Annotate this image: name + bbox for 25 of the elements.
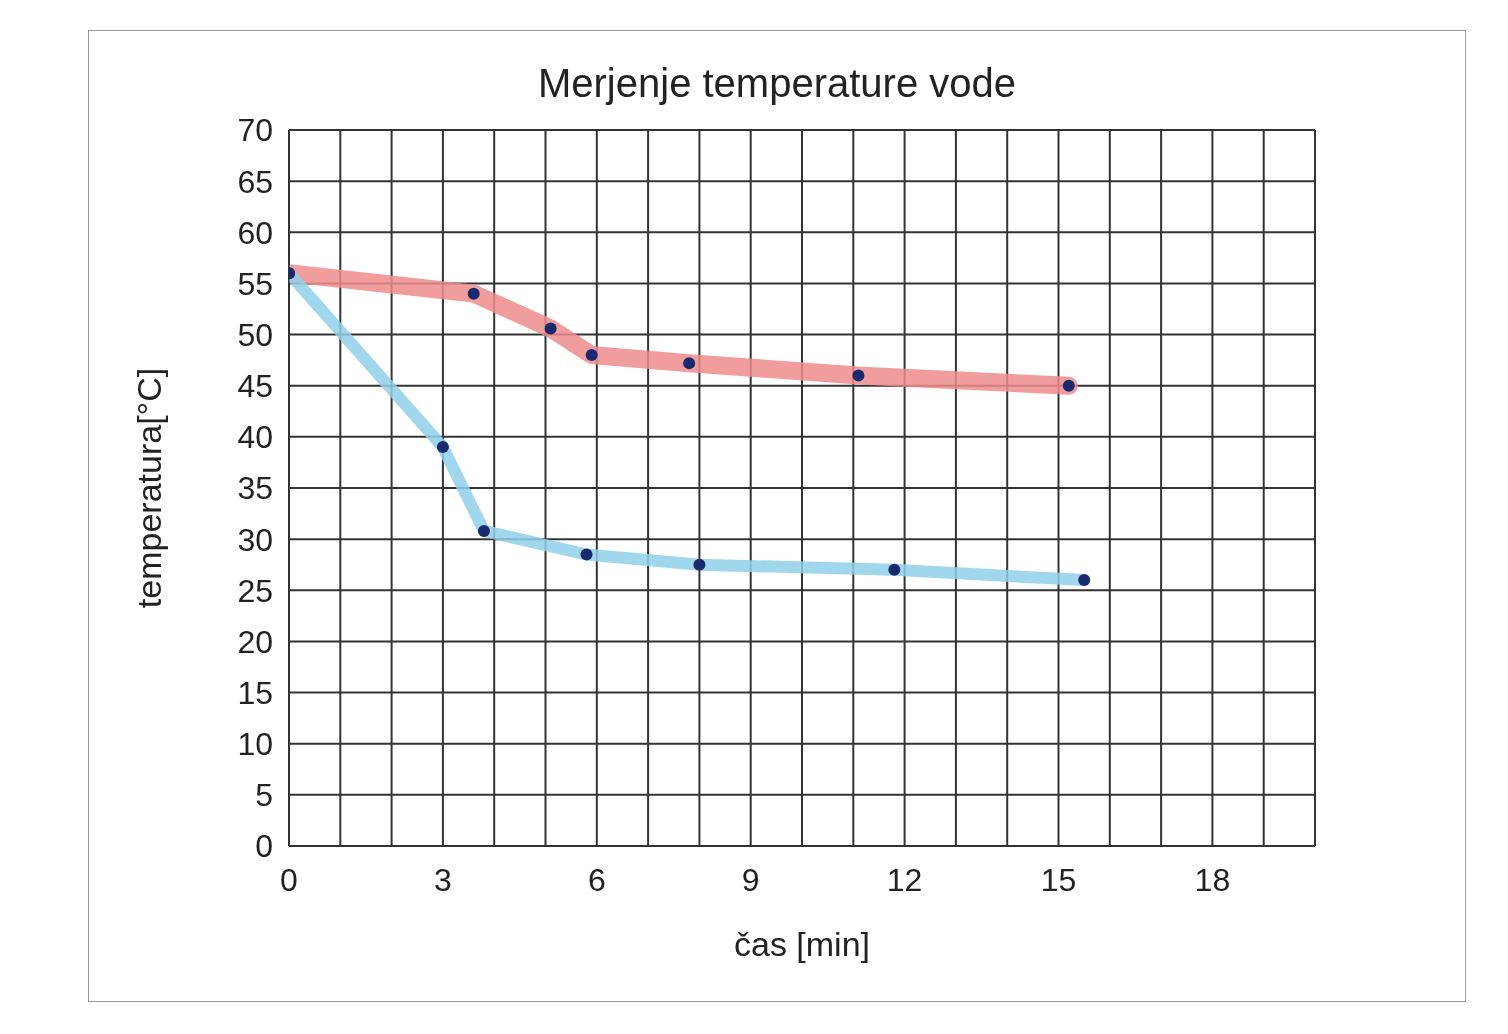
x-tick-label: 9	[741, 861, 760, 898]
y-tick-label: 65	[237, 163, 273, 200]
x-tick-label: 6	[587, 861, 606, 898]
y-tick-label: 45	[237, 368, 273, 405]
x-tick-label: 12	[886, 861, 923, 898]
x-axis-title: čas [min]	[733, 925, 871, 963]
y-axis-title: temperatura[°C]	[130, 367, 169, 609]
y-tick-label: 30	[237, 521, 273, 558]
y-tick-label: 15	[237, 674, 273, 711]
x-tick-label: 15	[1040, 861, 1077, 898]
x-tick-label: 3	[434, 861, 452, 898]
y-tick-label: 20	[237, 623, 273, 660]
x-tick-label: 18	[1194, 861, 1231, 898]
x-tick-label: 0	[280, 861, 298, 898]
y-tick-label: 10	[237, 726, 273, 763]
y-tick-label: 50	[237, 316, 273, 353]
y-tick-label: 5	[255, 777, 273, 814]
y-tick-label: 35	[237, 470, 273, 507]
y-tick-label: 70	[237, 112, 273, 149]
y-tick-label: 40	[237, 419, 273, 456]
y-tick-label: 60	[237, 214, 273, 251]
y-tick-label: 25	[237, 572, 273, 609]
y-tick-label: 55	[237, 265, 273, 302]
chart-title: Merjenje temperature vode	[537, 61, 1017, 106]
y-tick-label: 0	[255, 828, 273, 865]
